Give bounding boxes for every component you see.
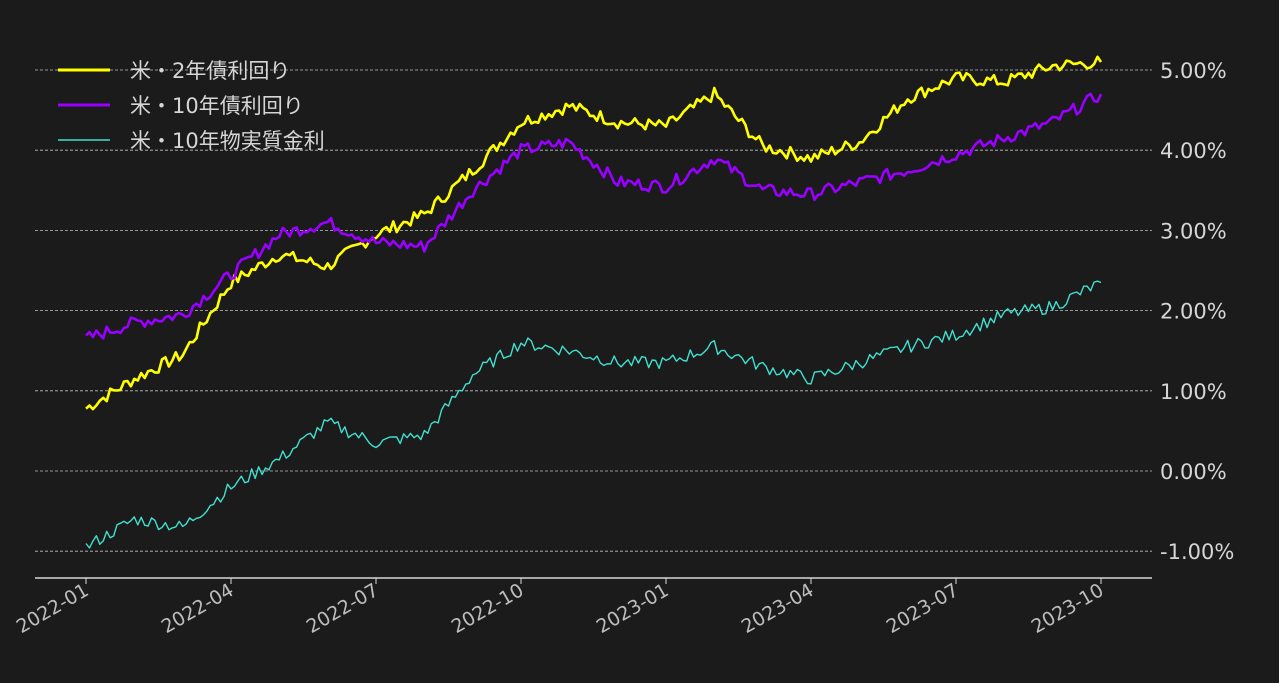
legend-label: 米・10年債利回り xyxy=(130,94,304,118)
x-tick-label: 2023-04 xyxy=(738,579,818,638)
x-tick-label: 2022-10 xyxy=(448,579,528,638)
x-tick-label: 2022-07 xyxy=(303,579,383,638)
legend-label: 米・2年債利回り xyxy=(130,59,290,83)
x-tick-label: 2022-01 xyxy=(13,579,93,638)
series-line-1 xyxy=(85,55,1103,411)
x-tick-label: 2023-07 xyxy=(883,579,963,638)
y-tick-label: 4.00% xyxy=(1160,139,1227,163)
legend-label: 米・10年物実質金利 xyxy=(130,129,325,153)
y-tick-label: -1.00% xyxy=(1160,540,1234,564)
y-tick-label: 3.00% xyxy=(1160,219,1227,243)
x-tick-label: 2023-10 xyxy=(1028,579,1108,638)
x-tick-label: 2023-01 xyxy=(593,579,673,638)
y-tick-label: 0.00% xyxy=(1160,460,1227,484)
y-tick-label: 5.00% xyxy=(1160,59,1227,83)
x-tick-label: 2022-04 xyxy=(158,579,238,638)
y-tick-label: 1.00% xyxy=(1160,380,1227,404)
y-tick-label: 2.00% xyxy=(1160,300,1227,324)
series-lines xyxy=(85,55,1103,549)
y-axis-ticks: -1.00% 0.00% 1.00% 2.00% 3.00% 4.00% 5.00% xyxy=(1160,59,1234,564)
series-line-3 xyxy=(85,280,1102,549)
series-line-2 xyxy=(85,92,1103,340)
x-axis-ticks: 2022-01 2022-04 2022-07 2022-10 2023-01 2023-… xyxy=(13,578,1108,638)
